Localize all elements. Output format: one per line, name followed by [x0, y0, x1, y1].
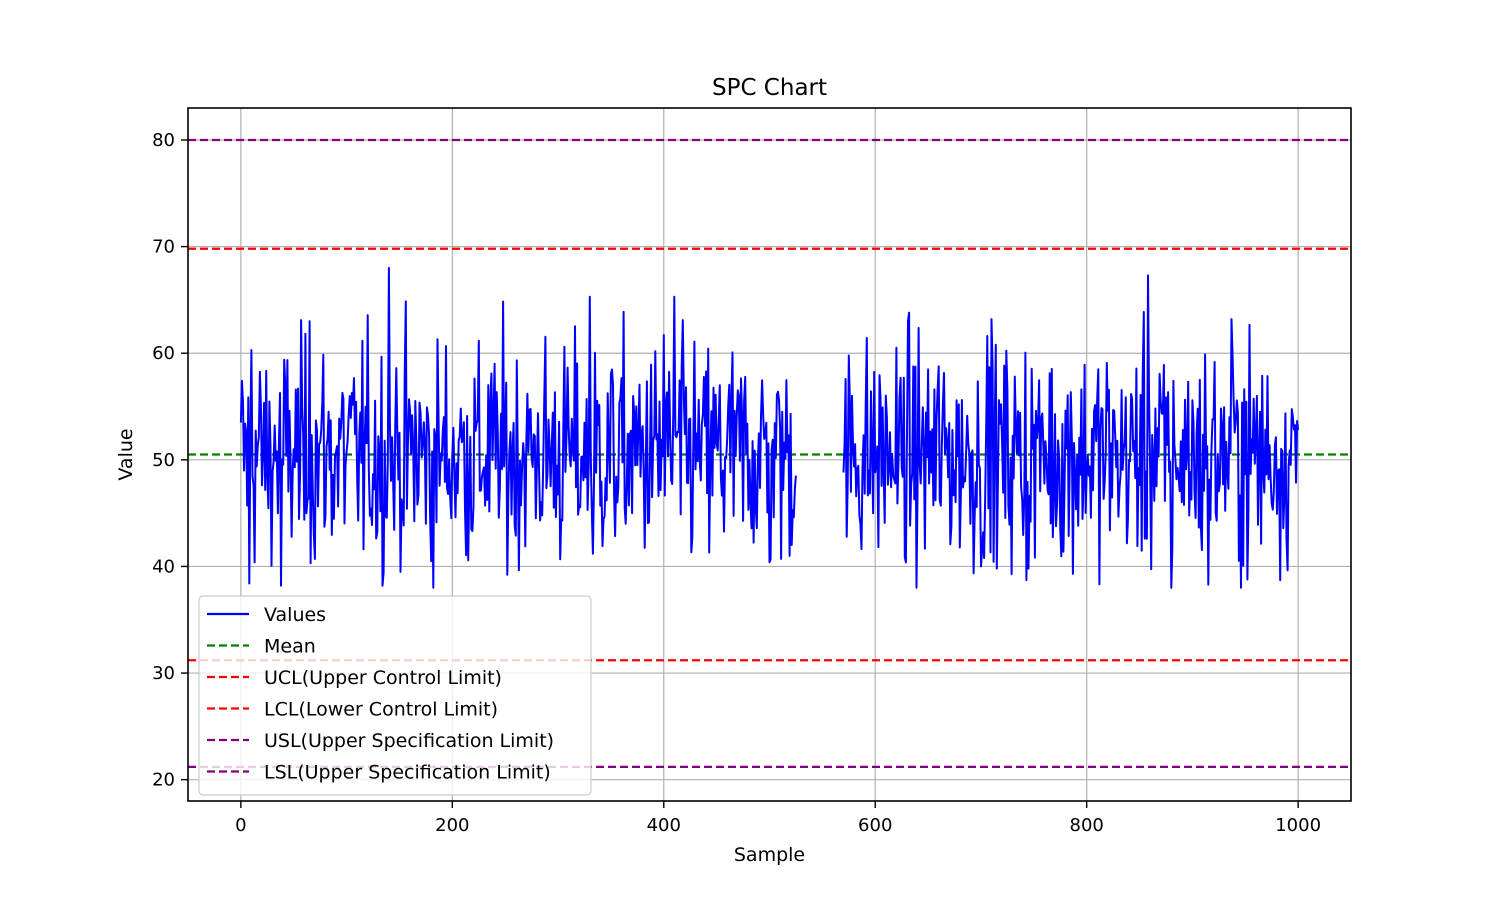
legend-label: UCL(Upper Control Limit): [264, 667, 502, 689]
x-tick-label: 800: [1070, 815, 1104, 836]
x-tick-label: 400: [647, 815, 681, 836]
y-axis: 20 30 40 50 60 70 80: [152, 130, 188, 791]
plot-frame: [187, 107, 1352, 802]
y-tick-label: 60: [152, 343, 175, 364]
y-tick-label: 30: [152, 663, 175, 684]
series-values-line: [239, 266, 1300, 589]
x-axis: 0 200 400 600 800 1000: [235, 801, 1321, 836]
x-tick-label: 0: [235, 815, 246, 836]
y-tick-label: 80: [152, 130, 175, 151]
x-tick-label: 600: [858, 815, 892, 836]
x-tick-label: 1000: [1275, 815, 1321, 836]
legend-label: LSL(Upper Specification Limit): [264, 762, 551, 784]
y-tick-label: 50: [152, 450, 175, 471]
x-tick-label: 200: [435, 815, 469, 836]
legend-label: Mean: [264, 636, 316, 658]
legend-label: USL(Upper Specification Limit): [264, 730, 554, 752]
y-tick-label: 40: [152, 556, 175, 577]
y-tick-label: 70: [152, 237, 175, 258]
legend-label: LCL(Lower Control Limit): [264, 699, 498, 721]
x-axis-label: Sample: [734, 844, 805, 866]
legend-box: [198, 595, 592, 796]
legend-label: Values: [264, 604, 326, 626]
y-tick-label: 20: [152, 770, 175, 791]
chart-title: SPC Chart: [712, 75, 827, 101]
y-axis-label: Value: [115, 428, 137, 480]
legend: Values Mean UCL(Upper Control Limit) LCL(Lo…: [198, 595, 592, 796]
